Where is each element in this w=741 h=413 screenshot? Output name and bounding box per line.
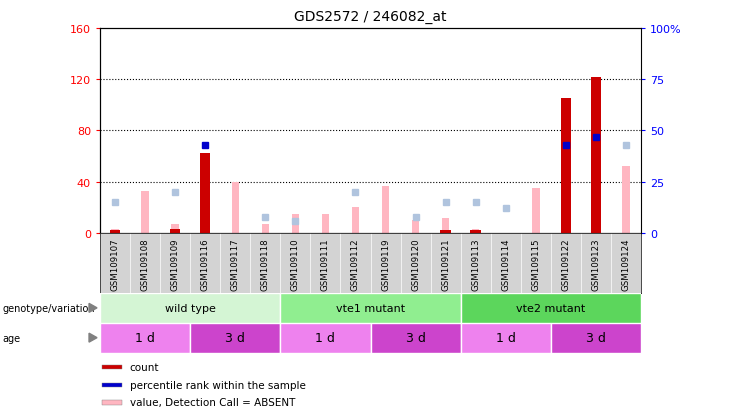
Text: GSM109115: GSM109115 bbox=[531, 238, 540, 291]
Bar bbox=[472, 230, 479, 233]
Bar bbox=[231, 182, 239, 233]
Text: percentile rank within the sample: percentile rank within the sample bbox=[130, 380, 305, 390]
Bar bbox=[622, 167, 630, 233]
Text: 3 d: 3 d bbox=[225, 331, 245, 344]
Bar bbox=[102, 400, 122, 405]
Text: GSM109123: GSM109123 bbox=[591, 238, 600, 291]
Text: GSM109119: GSM109119 bbox=[381, 238, 390, 290]
Text: value, Detection Call = ABSENT: value, Detection Call = ABSENT bbox=[130, 398, 295, 408]
Text: 1 d: 1 d bbox=[316, 331, 336, 344]
Bar bbox=[102, 365, 122, 370]
Bar bbox=[461, 323, 551, 353]
Text: GSM109107: GSM109107 bbox=[110, 238, 119, 291]
Bar bbox=[190, 323, 280, 353]
Bar bbox=[551, 323, 641, 353]
Bar bbox=[100, 323, 190, 353]
Bar bbox=[532, 189, 539, 233]
Text: GSM109117: GSM109117 bbox=[230, 238, 240, 291]
Text: 3 d: 3 d bbox=[405, 331, 425, 344]
Bar bbox=[440, 231, 451, 233]
Bar bbox=[111, 230, 119, 233]
Text: GSM109111: GSM109111 bbox=[321, 238, 330, 291]
Bar bbox=[352, 208, 359, 233]
Text: 1 d: 1 d bbox=[135, 331, 155, 344]
Bar bbox=[461, 293, 641, 323]
Polygon shape bbox=[89, 333, 97, 342]
Text: GSM109109: GSM109109 bbox=[170, 238, 179, 290]
Bar bbox=[280, 323, 370, 353]
Text: age: age bbox=[2, 333, 20, 343]
Bar bbox=[280, 293, 461, 323]
Bar bbox=[171, 224, 179, 233]
Text: wild type: wild type bbox=[165, 303, 216, 313]
Bar bbox=[200, 154, 210, 233]
Text: GSM109113: GSM109113 bbox=[471, 238, 480, 291]
Text: GSM109110: GSM109110 bbox=[291, 238, 300, 291]
Bar bbox=[382, 186, 389, 233]
Bar bbox=[100, 293, 280, 323]
Text: GSM109116: GSM109116 bbox=[201, 238, 210, 291]
Text: GDS2572 / 246082_at: GDS2572 / 246082_at bbox=[294, 10, 447, 24]
Text: GSM109112: GSM109112 bbox=[351, 238, 360, 291]
Bar bbox=[561, 99, 571, 233]
Bar bbox=[442, 218, 449, 233]
Text: GSM109122: GSM109122 bbox=[562, 238, 571, 291]
Text: 1 d: 1 d bbox=[496, 331, 516, 344]
Text: vte2 mutant: vte2 mutant bbox=[516, 303, 585, 313]
Bar bbox=[110, 231, 120, 233]
Bar bbox=[412, 221, 419, 233]
Text: GSM109118: GSM109118 bbox=[261, 238, 270, 291]
Text: GSM109124: GSM109124 bbox=[622, 238, 631, 291]
Text: genotype/variation: genotype/variation bbox=[2, 303, 95, 313]
Bar bbox=[471, 231, 481, 233]
Bar bbox=[370, 323, 461, 353]
Bar bbox=[292, 214, 299, 233]
Text: GSM109114: GSM109114 bbox=[501, 238, 511, 291]
Bar bbox=[591, 78, 601, 233]
Bar bbox=[322, 214, 329, 233]
Text: 3 d: 3 d bbox=[586, 331, 606, 344]
Bar bbox=[262, 224, 269, 233]
Text: GSM109120: GSM109120 bbox=[411, 238, 420, 291]
Text: GSM109108: GSM109108 bbox=[141, 238, 150, 291]
Bar bbox=[142, 191, 149, 233]
Text: vte1 mutant: vte1 mutant bbox=[336, 303, 405, 313]
Polygon shape bbox=[89, 304, 97, 313]
Text: GSM109121: GSM109121 bbox=[441, 238, 450, 291]
Text: count: count bbox=[130, 363, 159, 373]
Bar bbox=[170, 230, 180, 233]
Bar bbox=[102, 383, 122, 387]
